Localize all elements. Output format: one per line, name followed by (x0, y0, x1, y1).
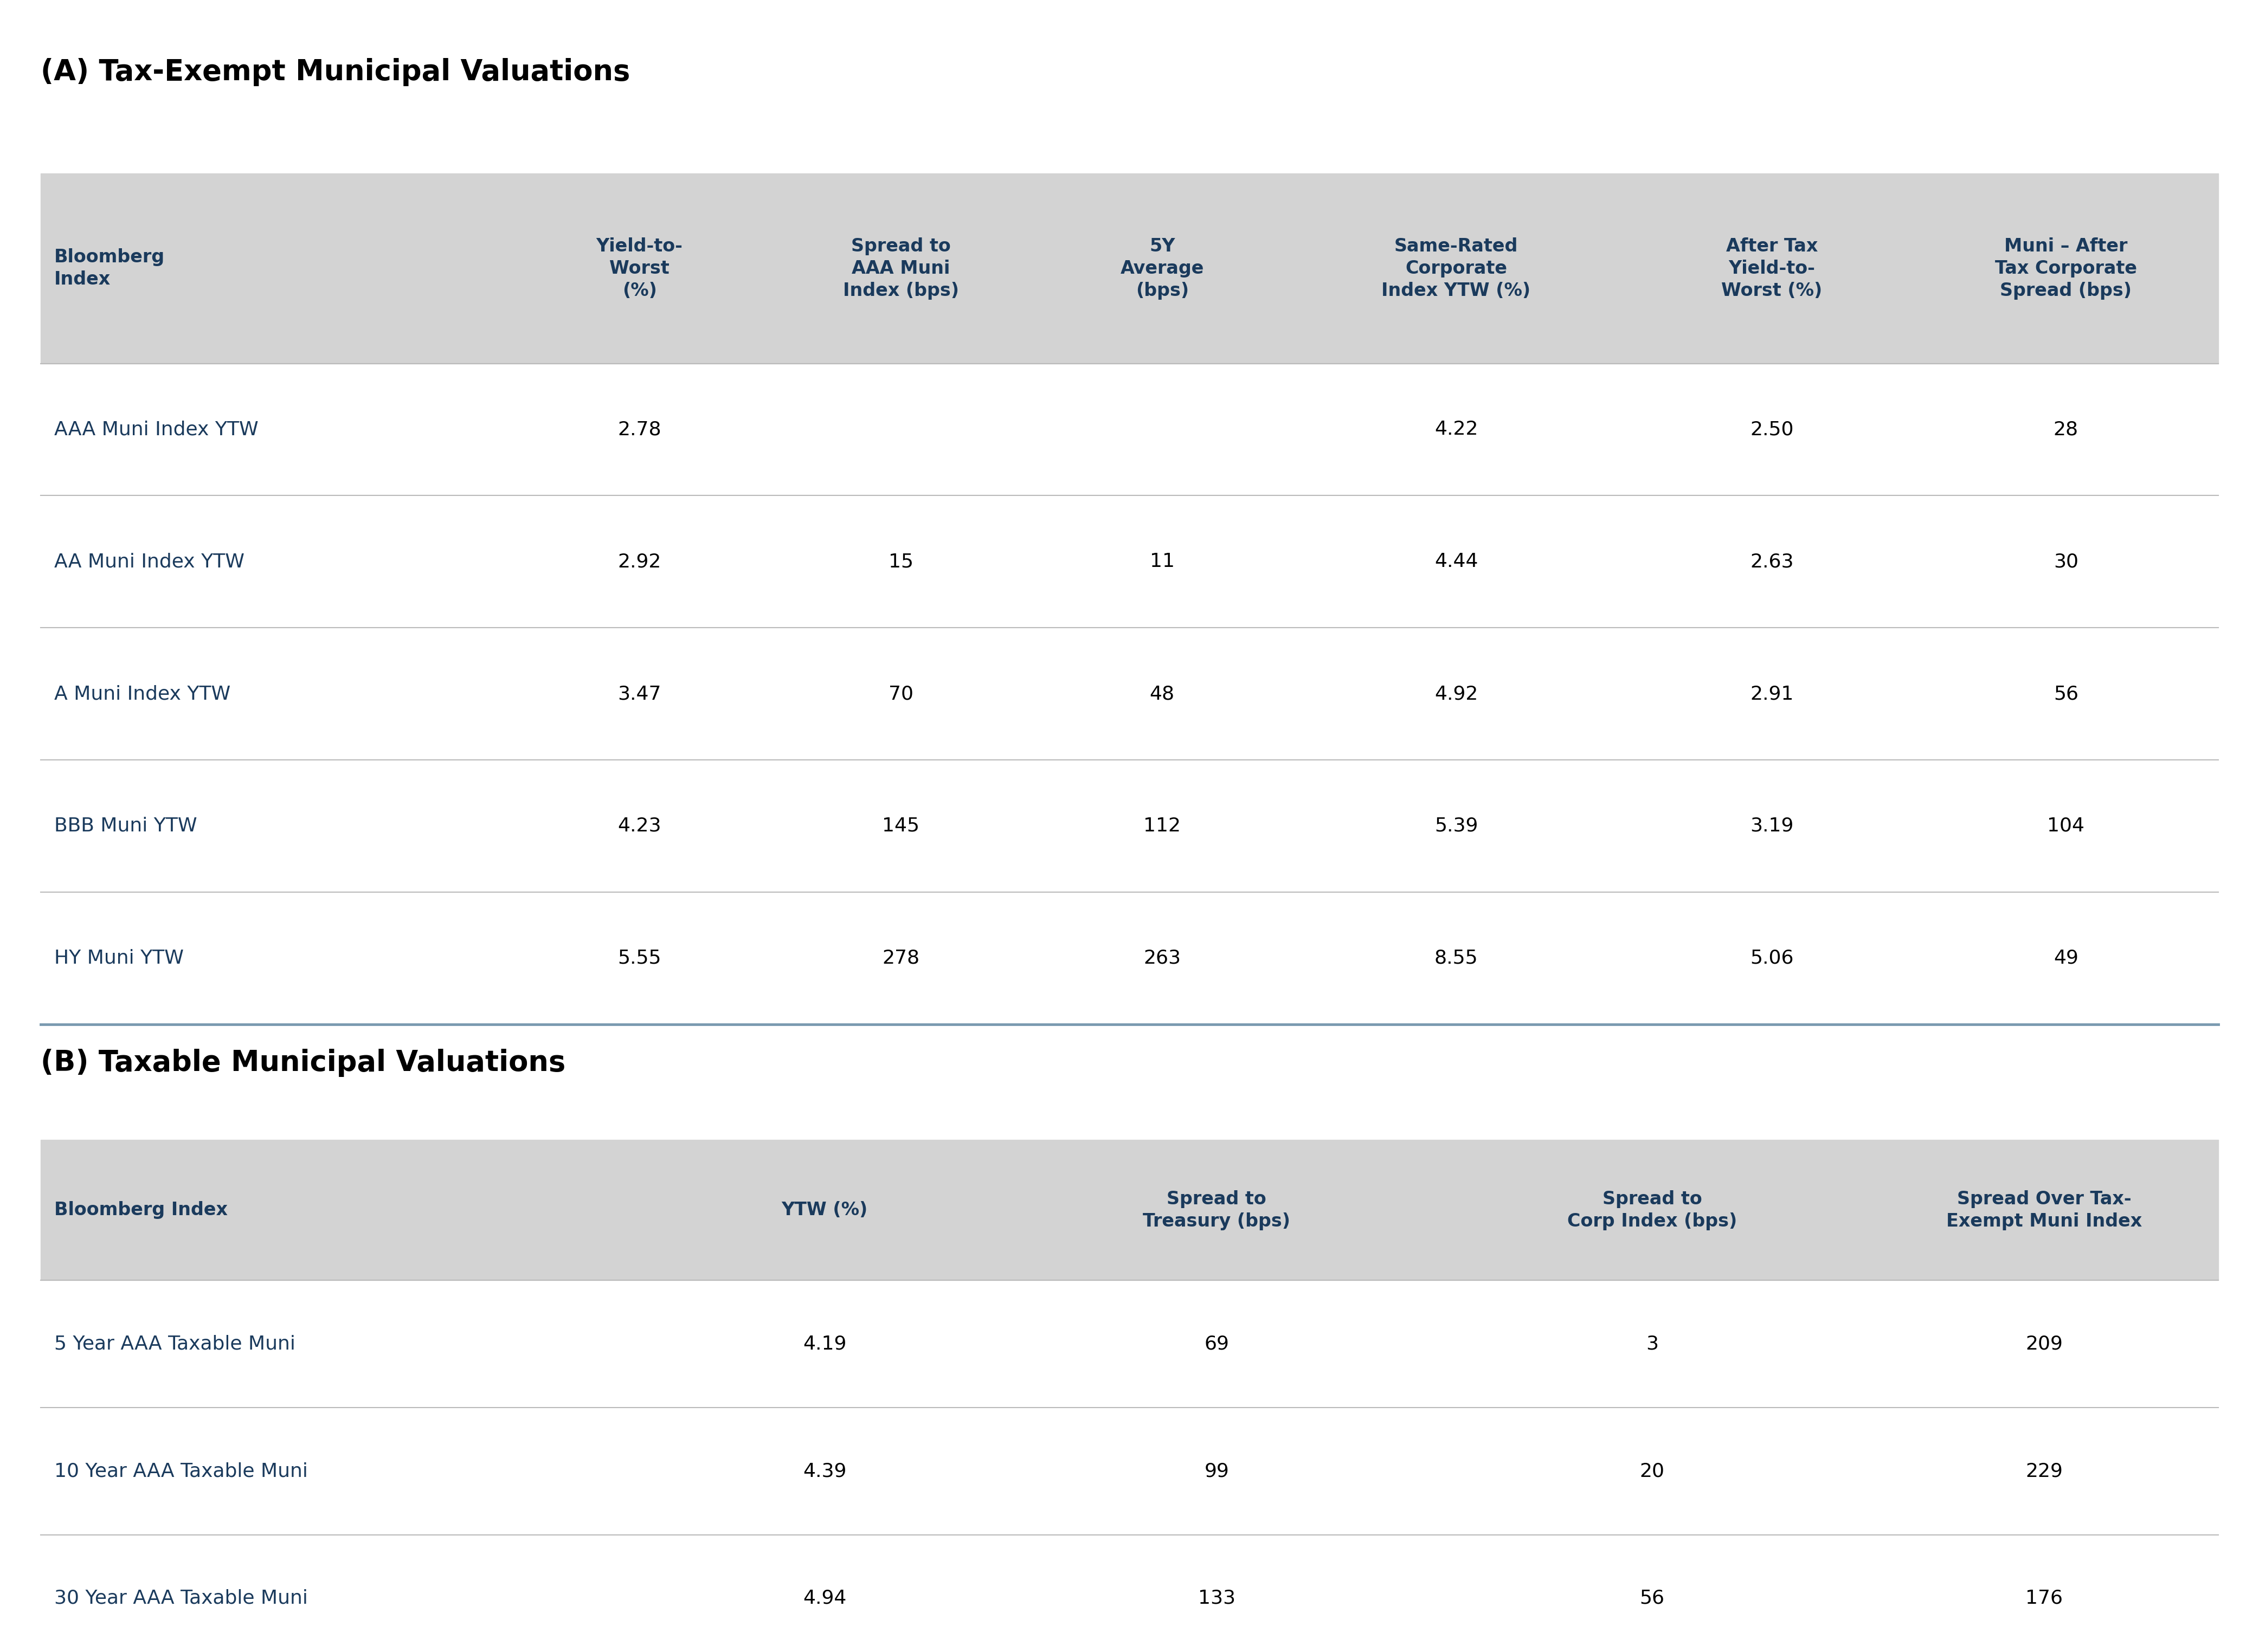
Text: 209: 209 (2026, 1335, 2062, 1353)
Text: Same-Rated
Corporate
Index YTW (%): Same-Rated Corporate Index YTW (%) (1383, 238, 1532, 299)
Text: 2.91: 2.91 (1751, 684, 1794, 704)
Text: 278: 278 (881, 948, 919, 968)
Text: 4.92: 4.92 (1434, 684, 1477, 704)
Text: 4.19: 4.19 (802, 1335, 847, 1353)
Text: 99: 99 (1204, 1462, 1229, 1480)
Text: AA Muni Index YTW: AA Muni Index YTW (54, 552, 244, 572)
Text: 104: 104 (2047, 816, 2085, 836)
Text: 5 Year AAA Taxable Muni: 5 Year AAA Taxable Muni (54, 1335, 296, 1353)
Text: 3.19: 3.19 (1751, 816, 1794, 836)
Text: 229: 229 (2026, 1462, 2062, 1480)
Text: 10 Year AAA Taxable Muni: 10 Year AAA Taxable Muni (54, 1462, 307, 1480)
Bar (41, 1140, 2218, 1280)
Text: Spread to
Corp Index (bps): Spread to Corp Index (bps) (1568, 1189, 1737, 1231)
Text: Bloomberg Index: Bloomberg Index (54, 1201, 228, 1219)
Text: 11: 11 (1150, 552, 1175, 572)
Text: 263: 263 (1143, 948, 1181, 968)
Text: 28: 28 (2053, 420, 2078, 439)
Text: A Muni Index YTW: A Muni Index YTW (54, 684, 230, 704)
Text: 2.78: 2.78 (617, 420, 662, 439)
Text: 30 Year AAA Taxable Muni: 30 Year AAA Taxable Muni (54, 1589, 307, 1607)
Text: 3.47: 3.47 (617, 684, 662, 704)
Text: 5.55: 5.55 (617, 948, 662, 968)
Text: 5.39: 5.39 (1434, 816, 1477, 836)
Text: Spread to
AAA Muni
Index (bps): Spread to AAA Muni Index (bps) (843, 238, 958, 299)
Text: 30: 30 (2053, 552, 2078, 572)
Text: 4.94: 4.94 (802, 1589, 847, 1607)
Text: 15: 15 (888, 552, 913, 572)
Text: 20: 20 (1640, 1462, 1665, 1480)
Text: Bloomberg
Index: Bloomberg Index (54, 248, 165, 289)
Text: 5Y
Average
(bps): 5Y Average (bps) (1120, 238, 1204, 299)
Text: 2.50: 2.50 (1751, 420, 1794, 439)
Text: 69: 69 (1204, 1335, 1229, 1353)
Text: 4.22: 4.22 (1434, 420, 1477, 439)
Bar (41, 173, 2218, 363)
Text: 48: 48 (1150, 684, 1175, 704)
Text: 4.44: 4.44 (1434, 552, 1477, 572)
Text: BBB Muni YTW: BBB Muni YTW (54, 816, 197, 836)
Text: AAA Muni Index YTW: AAA Muni Index YTW (54, 420, 258, 439)
Text: 3: 3 (1647, 1335, 1658, 1353)
Text: 8.55: 8.55 (1434, 948, 1477, 968)
Text: 49: 49 (2053, 948, 2078, 968)
Text: 4.23: 4.23 (617, 816, 662, 836)
Text: 56: 56 (1640, 1589, 1665, 1607)
Text: Muni – After
Tax Corporate
Spread (bps): Muni – After Tax Corporate Spread (bps) (1995, 238, 2137, 299)
Text: 112: 112 (1143, 816, 1181, 836)
Text: After Tax
Yield-to-
Worst (%): After Tax Yield-to- Worst (%) (1721, 238, 1823, 299)
Text: 5.06: 5.06 (1751, 948, 1794, 968)
Text: 4.39: 4.39 (802, 1462, 847, 1480)
Text: HY Muni YTW: HY Muni YTW (54, 948, 183, 968)
Text: (B) Taxable Municipal Valuations: (B) Taxable Municipal Valuations (41, 1049, 565, 1077)
Text: 2.92: 2.92 (617, 552, 662, 572)
Text: Yield-to-
Worst
(%): Yield-to- Worst (%) (596, 238, 682, 299)
Text: Spread to
Treasury (bps): Spread to Treasury (bps) (1143, 1189, 1290, 1231)
Text: Spread Over Tax-
Exempt Muni Index: Spread Over Tax- Exempt Muni Index (1947, 1189, 2142, 1231)
Text: 56: 56 (2053, 684, 2078, 704)
Text: 70: 70 (888, 684, 913, 704)
Text: 133: 133 (1197, 1589, 1236, 1607)
Text: 2.63: 2.63 (1751, 552, 1794, 572)
Text: 176: 176 (2026, 1589, 2062, 1607)
Text: YTW (%): YTW (%) (782, 1201, 867, 1219)
Text: (A) Tax-Exempt Municipal Valuations: (A) Tax-Exempt Municipal Valuations (41, 58, 630, 86)
Text: 145: 145 (883, 816, 919, 836)
